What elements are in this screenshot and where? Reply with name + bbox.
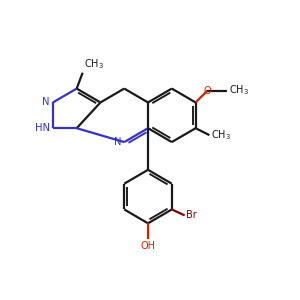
Text: HN: HN [35, 123, 50, 133]
Text: N: N [114, 137, 121, 147]
Text: CH$_3$: CH$_3$ [84, 57, 103, 71]
Text: OH: OH [140, 241, 155, 251]
Text: Br: Br [186, 210, 196, 220]
Text: O: O [204, 85, 211, 96]
Text: N: N [42, 98, 50, 107]
Text: CH$_3$: CH$_3$ [229, 84, 249, 98]
Text: CH$_3$: CH$_3$ [212, 128, 231, 142]
